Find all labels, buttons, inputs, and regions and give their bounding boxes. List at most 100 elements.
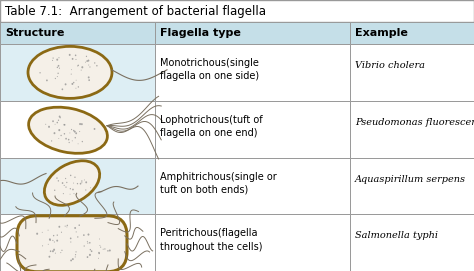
Bar — [350, 214, 474, 271]
Ellipse shape — [64, 124, 65, 125]
Ellipse shape — [42, 245, 43, 246]
Text: Lophotrichous(tuft of
flagella on one end): Lophotrichous(tuft of flagella on one en… — [160, 115, 263, 138]
Ellipse shape — [74, 227, 76, 229]
Ellipse shape — [85, 181, 87, 183]
Ellipse shape — [72, 140, 73, 141]
Ellipse shape — [61, 250, 63, 251]
Ellipse shape — [53, 249, 55, 251]
Ellipse shape — [99, 238, 100, 240]
Ellipse shape — [82, 66, 83, 68]
Ellipse shape — [58, 226, 60, 228]
Ellipse shape — [94, 62, 95, 64]
Ellipse shape — [58, 180, 59, 182]
Ellipse shape — [62, 88, 63, 90]
Bar — [350, 22, 474, 44]
Ellipse shape — [71, 129, 72, 130]
Ellipse shape — [86, 61, 87, 62]
Ellipse shape — [42, 232, 43, 233]
Ellipse shape — [75, 194, 77, 195]
Ellipse shape — [88, 234, 90, 235]
Ellipse shape — [75, 254, 76, 255]
Text: Aquaspirillum serpens: Aquaspirillum serpens — [355, 175, 466, 183]
Bar — [350, 101, 474, 157]
Ellipse shape — [76, 231, 77, 233]
Ellipse shape — [90, 249, 91, 250]
Ellipse shape — [63, 193, 64, 194]
Bar — [155, 101, 350, 157]
Ellipse shape — [58, 138, 59, 139]
Ellipse shape — [56, 234, 58, 236]
Ellipse shape — [48, 126, 50, 128]
Ellipse shape — [73, 193, 74, 194]
Ellipse shape — [60, 117, 61, 118]
Ellipse shape — [65, 138, 67, 140]
Ellipse shape — [74, 137, 76, 138]
Ellipse shape — [45, 161, 100, 205]
Ellipse shape — [100, 247, 101, 248]
Ellipse shape — [61, 232, 62, 233]
Ellipse shape — [57, 76, 58, 77]
Text: Salmonella typhi: Salmonella typhi — [355, 231, 438, 240]
Ellipse shape — [71, 73, 72, 75]
Ellipse shape — [64, 225, 66, 227]
Ellipse shape — [81, 180, 82, 182]
Ellipse shape — [79, 224, 80, 226]
Bar — [155, 214, 350, 271]
Bar — [350, 44, 474, 101]
Ellipse shape — [78, 86, 79, 88]
Ellipse shape — [77, 183, 78, 184]
Ellipse shape — [103, 249, 104, 250]
Ellipse shape — [55, 78, 56, 79]
Text: Structure: Structure — [5, 28, 64, 38]
Ellipse shape — [70, 241, 72, 243]
Ellipse shape — [57, 67, 58, 68]
Ellipse shape — [79, 123, 81, 125]
Ellipse shape — [61, 135, 62, 136]
FancyBboxPatch shape — [17, 216, 127, 271]
Ellipse shape — [49, 238, 51, 240]
Bar — [155, 44, 350, 101]
Text: Pseudomonas fluorescens: Pseudomonas fluorescens — [355, 118, 474, 127]
Text: Flagella type: Flagella type — [160, 28, 241, 38]
Ellipse shape — [64, 83, 66, 85]
Bar — [155, 157, 350, 214]
Ellipse shape — [84, 179, 85, 180]
Ellipse shape — [86, 56, 87, 57]
Ellipse shape — [48, 244, 49, 245]
Ellipse shape — [52, 120, 54, 122]
Ellipse shape — [78, 143, 79, 144]
Ellipse shape — [75, 256, 76, 257]
Ellipse shape — [58, 129, 60, 131]
Ellipse shape — [75, 88, 76, 89]
Ellipse shape — [89, 242, 91, 244]
Ellipse shape — [87, 241, 88, 242]
Bar — [0, 157, 155, 214]
Ellipse shape — [104, 248, 106, 250]
Ellipse shape — [85, 189, 86, 191]
Ellipse shape — [88, 76, 90, 78]
Bar — [155, 22, 350, 44]
Ellipse shape — [79, 131, 80, 132]
Ellipse shape — [81, 70, 82, 71]
Ellipse shape — [54, 189, 55, 191]
Ellipse shape — [68, 139, 69, 140]
Ellipse shape — [52, 240, 54, 241]
Ellipse shape — [36, 233, 38, 235]
Ellipse shape — [47, 230, 48, 231]
Ellipse shape — [56, 59, 58, 61]
Ellipse shape — [51, 140, 52, 142]
Ellipse shape — [109, 249, 111, 251]
Ellipse shape — [60, 252, 61, 253]
Ellipse shape — [62, 182, 64, 184]
Text: Peritrichous(flagella
throughout the cells): Peritrichous(flagella throughout the cel… — [160, 228, 263, 252]
Text: Amphitrichous(single or
tuft on both ends): Amphitrichous(single or tuft on both end… — [160, 172, 277, 195]
Ellipse shape — [28, 107, 108, 153]
Ellipse shape — [71, 69, 72, 70]
Ellipse shape — [90, 187, 91, 188]
Ellipse shape — [107, 250, 109, 252]
Ellipse shape — [53, 235, 55, 236]
Bar — [0, 22, 155, 44]
Ellipse shape — [80, 183, 82, 185]
Ellipse shape — [56, 177, 58, 179]
Ellipse shape — [52, 250, 54, 252]
